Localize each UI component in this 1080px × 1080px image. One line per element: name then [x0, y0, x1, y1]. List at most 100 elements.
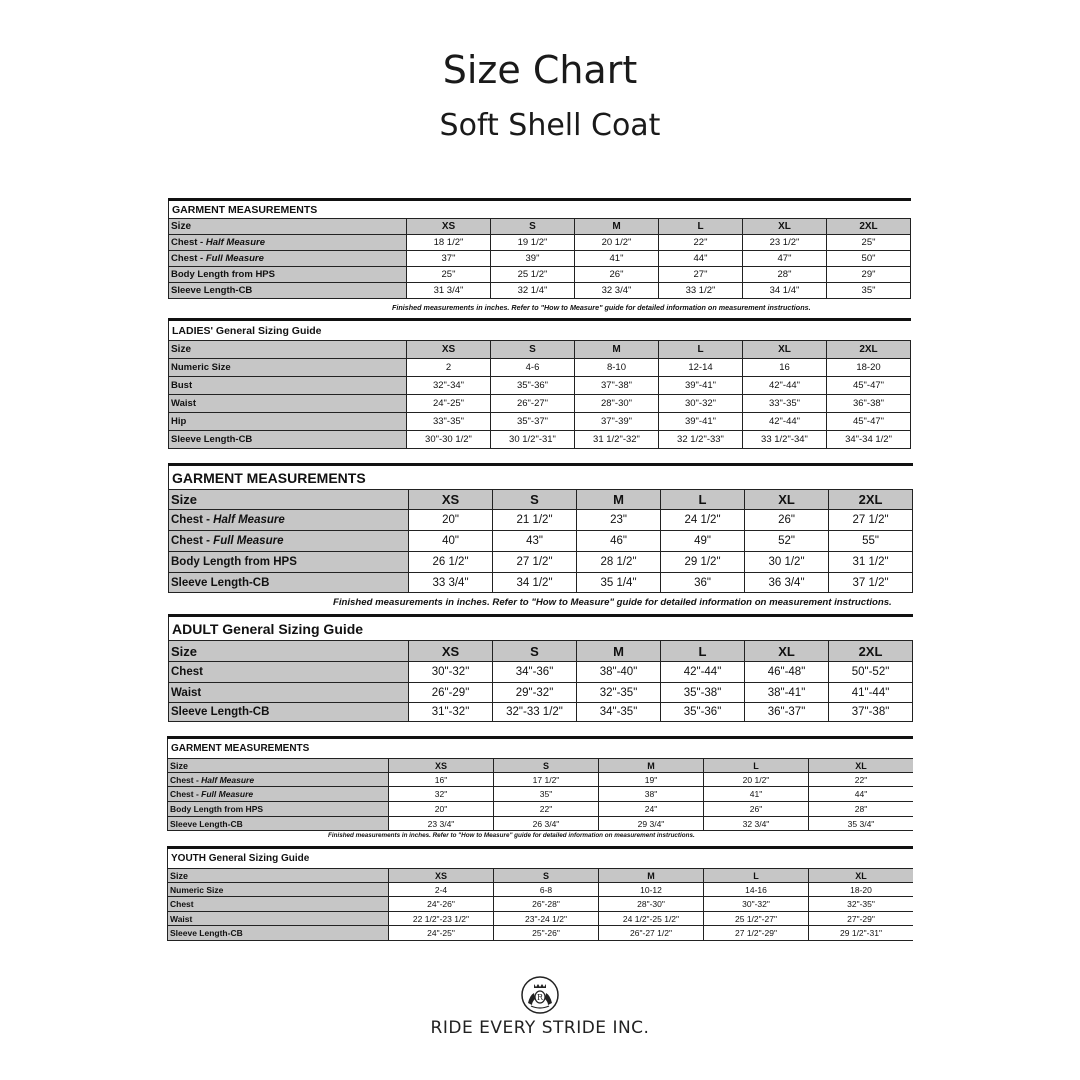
row-label-emphasis: Half Measure	[205, 237, 265, 248]
table-cell: 19 1/2"	[490, 234, 575, 251]
table-row: Waist 22 1/2"-23 1/2" 23"-24 1/2" 24 1/2"-2…	[167, 911, 913, 926]
size-header-row: Size XS S M L XL 2XL	[168, 640, 914, 662]
size-header-2xl: 2XL	[825, 218, 912, 235]
table-cell: 35"-36"	[490, 376, 575, 395]
table-cell: 50"-52"	[827, 661, 914, 683]
size-table: LADIES' General Sizing Guide Size XS S M L XL 2…	[168, 318, 914, 449]
size-header-2xl: 2XL	[827, 640, 914, 662]
size-header-m: M	[598, 868, 704, 883]
page-subtitle: Soft Shell Coat	[439, 108, 661, 143]
table-cell: 30 1/2"	[744, 551, 829, 573]
table-cell: 30 1/2"-31"	[490, 430, 575, 449]
table-cell: 39"-41"	[658, 412, 743, 431]
table-cell: 34 1/4"	[742, 282, 827, 299]
measurement-note: Finished measurements in inches. Refer t…	[392, 303, 811, 312]
table-cell: 38"-41"	[744, 682, 829, 703]
table-row: Chest - Full Measure 37" 39" 41" 44" 47" 50"	[168, 250, 912, 267]
row-label: Chest	[167, 896, 389, 912]
table-cell: 35 1/4"	[576, 572, 661, 593]
row-label-text: Chest -	[170, 774, 202, 785]
table-cell: 28"	[808, 801, 913, 817]
table-cell: 46"-48"	[744, 661, 829, 683]
table-cell: 26"	[744, 509, 829, 531]
measurement-note: Finished measurements in inches. Refer t…	[333, 597, 892, 608]
row-label: Waist	[168, 682, 409, 703]
table-cell: 25"	[406, 266, 491, 283]
table-row: Sleeve Length-CB 31"-32" 32"-33 1/2" 34"-35…	[168, 702, 914, 722]
table-cell: 32 3/4"	[703, 816, 809, 831]
table-cell: 50"	[825, 250, 912, 267]
size-header-l: L	[658, 340, 743, 359]
row-label-text: Chest -	[171, 253, 206, 264]
size-header-s: S	[493, 868, 599, 883]
table-cell: 20"	[408, 509, 493, 531]
table-row: Chest 30"-32" 34"-36" 38"-40" 42"-44" 46"-48"…	[168, 661, 914, 683]
table-row: Body Length from HPS 20" 22" 24" 26" 28"	[167, 801, 913, 817]
table-title-row: GARMENT MEASUREMENTS	[168, 198, 911, 219]
table-title: ADULT General Sizing Guide	[168, 614, 913, 641]
row-label: Sleeve Length-CB	[168, 702, 409, 722]
table-cell: 20 1/2"	[703, 772, 809, 787]
table-title-row: YOUTH General Sizing Guide	[167, 846, 913, 869]
table-row: Sleeve Length-CB 30"-30 1/2" 30 1/2"-31" 31…	[168, 430, 912, 449]
row-label-text: Chest -	[171, 514, 214, 526]
size-header-xl: XL	[742, 340, 827, 359]
page-title: Size Chart	[442, 48, 638, 92]
table-cell: 25"	[825, 234, 912, 251]
table-cell: 32"-35"	[807, 896, 913, 912]
table-cell: 10-12	[598, 882, 704, 897]
brand-name: RIDE EVERY STRIDE INC.	[430, 1018, 650, 1038]
size-header-xs: XS	[408, 489, 493, 510]
table-cell: 39"-41"	[658, 376, 743, 395]
table-cell: 27"	[658, 266, 743, 283]
table-cell: 26"-27"	[490, 394, 575, 413]
size-header-xs: XS	[408, 640, 493, 662]
size-header-xs: XS	[406, 218, 491, 235]
table-cell: 33 1/2"	[658, 282, 743, 299]
table-row: Chest - Full Measure 32" 35" 38" 41" 44"	[167, 786, 913, 802]
row-label: Hip	[168, 412, 407, 431]
table-cell: 23 3/4"	[388, 816, 494, 831]
table-cell: 27 1/2"-29"	[703, 925, 809, 941]
size-header-m: M	[576, 640, 661, 662]
row-label: Chest - Half Measure	[168, 234, 407, 251]
table-cell: 37"-38"	[574, 376, 659, 395]
table-cell: 28 1/2"	[576, 551, 661, 573]
size-table-grid: GARMENT MEASUREMENTS Size XS S M L XL 2XL Chest …	[168, 198, 912, 299]
table-cell: 35 3/4"	[808, 816, 913, 831]
table-cell: 36"	[660, 572, 745, 593]
table-cell: 36"-37"	[744, 702, 829, 722]
size-label: Size	[168, 340, 407, 359]
table-title: YOUTH General Sizing Guide	[167, 846, 913, 869]
size-header-row: Size XS S M L XL 2XL	[168, 218, 912, 235]
table-cell: 55"	[827, 530, 914, 552]
size-header-s: S	[492, 640, 577, 662]
size-header-l: L	[658, 218, 743, 235]
table-cell: 34 1/2"	[492, 572, 577, 593]
size-header-m: M	[574, 218, 659, 235]
size-label: Size	[167, 758, 389, 773]
table-cell: 37"-38"	[827, 702, 914, 722]
table-row: Chest 24"-26" 26"-28" 28"-30" 30"-32" 32"-35"	[167, 896, 913, 912]
row-label-text: Bust	[171, 380, 193, 391]
size-table-grid: GARMENT MEASUREMENTS Size XS S M L XL Chest - H…	[167, 736, 913, 831]
table-row: Bust 32"-34" 35"-36" 37"-38" 39"-41" 42"-44" 4…	[168, 376, 912, 395]
table-cell: 17 1/2"	[493, 772, 599, 787]
table-cell: 34"-34 1/2"	[825, 430, 912, 449]
size-header-s: S	[490, 218, 575, 235]
svg-text:R: R	[537, 993, 544, 1002]
size-header-xl: XL	[744, 640, 829, 662]
table-cell: 33"-35"	[406, 412, 491, 431]
table-cell: 42"-44"	[742, 412, 827, 431]
table-row: Waist 24"-25" 26"-27" 28"-30" 30"-32" 33"-35"…	[168, 394, 912, 413]
table-cell: 23 1/2"	[742, 234, 827, 251]
table-title: LADIES' General Sizing Guide	[168, 318, 911, 341]
table-cell: 28"	[742, 266, 827, 283]
table-row: Sleeve Length-CB 33 3/4" 34 1/2" 35 1/4" 36"…	[168, 572, 914, 593]
row-label-text: Chest -	[170, 789, 202, 799]
table-cell: 26"-28"	[493, 896, 599, 912]
size-table: GARMENT MEASUREMENTS Size XS S M L XL Chest - H…	[167, 736, 913, 831]
table-cell: 31"-32"	[408, 702, 493, 722]
table-cell: 29 3/4"	[598, 816, 704, 831]
table-cell: 38"	[598, 786, 704, 802]
